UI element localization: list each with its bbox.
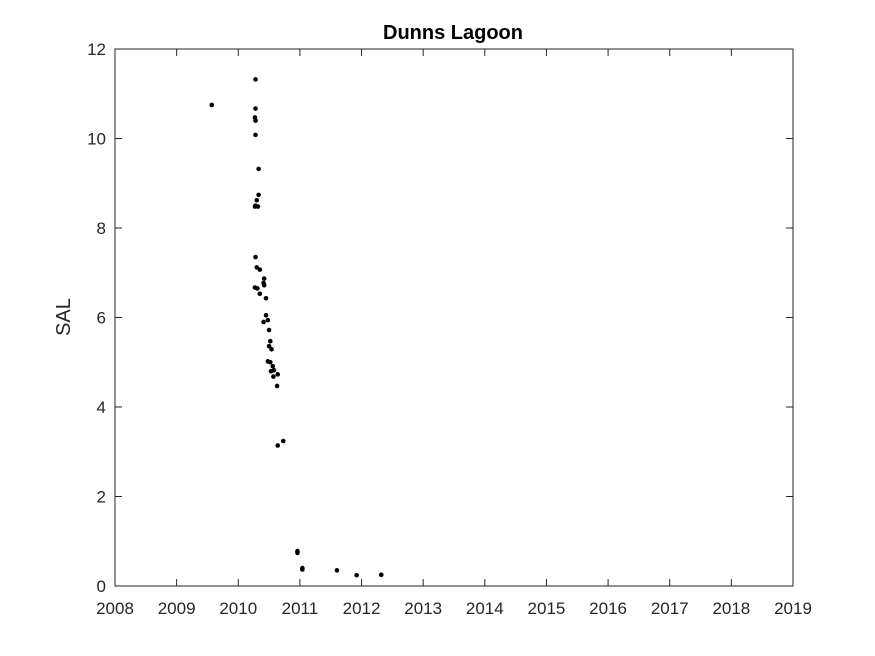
x-tick-label: 2014 (466, 599, 504, 618)
y-tick-label: 12 (87, 40, 106, 59)
y-axis-label: SAL (53, 298, 75, 336)
data-point (261, 319, 266, 325)
y-tick-label: 2 (97, 488, 106, 507)
data-point (261, 276, 267, 281)
x-tick-label: 2015 (528, 599, 566, 618)
data-point (253, 77, 258, 82)
y-tick-label: 8 (97, 219, 106, 238)
y-tick-label: 6 (97, 309, 106, 328)
data-point (274, 383, 280, 389)
data-point (268, 338, 273, 344)
data-point (254, 197, 260, 203)
data-point (257, 267, 263, 272)
x-tick-label: 2012 (343, 599, 381, 618)
data-point (271, 374, 276, 379)
axis-ticks: 2008 2009 2010 2011 2012 2013 2014 2015 2016 2017… (87, 40, 812, 618)
data-points (209, 77, 384, 578)
data-point (263, 312, 269, 318)
data-point (253, 106, 258, 111)
data-point (275, 443, 281, 448)
data-point (263, 295, 269, 301)
y-tick-label: 10 (87, 130, 106, 149)
data-point (266, 343, 272, 349)
data-point (334, 568, 340, 573)
data-point (261, 282, 267, 288)
x-tick-label: 2009 (158, 599, 196, 618)
data-point (268, 359, 273, 365)
y-tick-label: 0 (97, 577, 106, 596)
y-tick-label: 4 (97, 398, 106, 417)
x-tick-label: 2008 (96, 599, 134, 618)
data-point (253, 254, 258, 260)
x-tick-label: 2010 (219, 599, 257, 618)
data-point (271, 368, 277, 373)
x-tick-label: 2011 (282, 599, 319, 618)
data-point (280, 438, 286, 444)
data-point (265, 317, 271, 323)
data-point (300, 567, 305, 572)
chart-title: Dunns Lagoon (383, 22, 523, 44)
data-point (256, 166, 261, 172)
data-point (266, 327, 272, 333)
data-point (255, 286, 260, 291)
data-point (255, 204, 261, 209)
data-point (270, 363, 276, 369)
data-point (209, 102, 215, 108)
data-point (253, 132, 258, 138)
data-point (378, 572, 384, 578)
data-point (269, 346, 274, 352)
x-tick-label: 2017 (651, 599, 689, 618)
data-point (295, 550, 300, 556)
data-point (354, 572, 359, 578)
data-point (275, 372, 281, 377)
plot-area-frame (114, 48, 794, 587)
data-point (257, 291, 263, 297)
x-tick-label: 2013 (404, 599, 442, 618)
x-tick-label: 2016 (589, 599, 627, 618)
x-tick-label: 2019 (774, 599, 812, 618)
data-point (253, 118, 258, 123)
data-point (256, 192, 261, 198)
x-tick-label: 2018 (712, 599, 750, 618)
